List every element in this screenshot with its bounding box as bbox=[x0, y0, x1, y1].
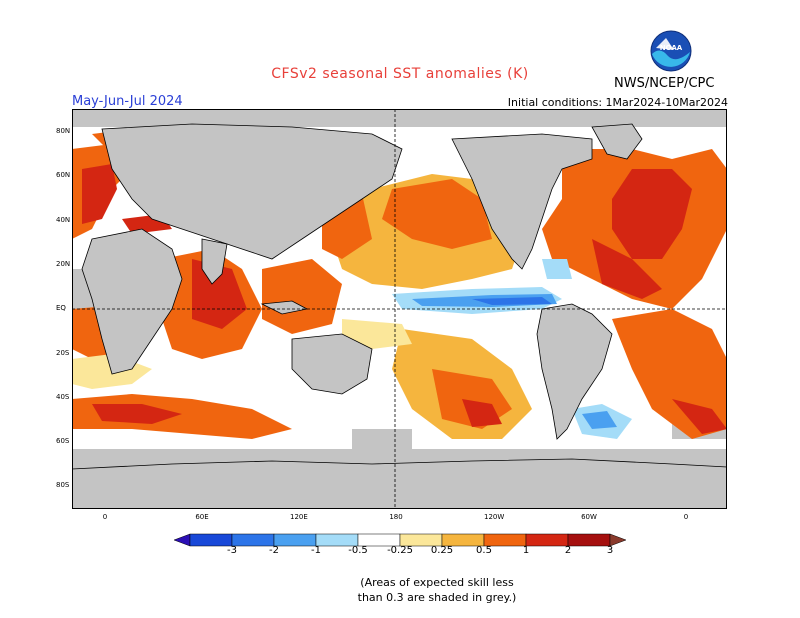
lat-label: 60N bbox=[56, 171, 71, 180]
lon-label: 180 bbox=[389, 513, 403, 521]
legend-arrow-low bbox=[174, 533, 191, 547]
map-frame bbox=[72, 109, 727, 509]
lon-label: 0 bbox=[102, 513, 108, 521]
warm-anomaly-patches bbox=[72, 129, 727, 439]
lon-label: 0 bbox=[683, 513, 689, 521]
lat-label: 80S bbox=[56, 481, 70, 490]
sst-anomaly-map bbox=[72, 109, 727, 509]
lat-label: 40N bbox=[56, 215, 71, 224]
lat-label: 60S bbox=[56, 437, 70, 446]
legend-tick-label: 3 bbox=[606, 545, 614, 556]
land-masses bbox=[72, 123, 727, 509]
lon-label: 120E bbox=[290, 513, 308, 521]
noaa-logo-icon: NOAA bbox=[650, 30, 692, 72]
color-legend bbox=[174, 533, 626, 547]
legend-tick-label: -1 bbox=[311, 545, 321, 556]
skill-note-line2: than 0.3 are shaded in grey.) bbox=[357, 591, 517, 604]
legend-tick-label: -0.25 bbox=[387, 545, 413, 556]
cool-anomaly-patches bbox=[392, 259, 632, 439]
legend-tick-label: -0.5 bbox=[348, 545, 368, 556]
logo-text: NOAA bbox=[660, 44, 683, 52]
legend-arrow-high bbox=[609, 533, 626, 547]
lat-label: 20N bbox=[56, 259, 71, 268]
legend-tick-label: 1 bbox=[522, 545, 530, 556]
lon-label: 60E bbox=[195, 513, 209, 521]
legend-tick-label: -3 bbox=[227, 545, 237, 556]
lat-label: EQ bbox=[56, 304, 66, 313]
lat-label: 40S bbox=[56, 392, 70, 401]
initial-conditions-label: Initial conditions: 1Mar2024-10Mar2024 bbox=[507, 96, 728, 109]
legend-tick-label: 0.25 bbox=[430, 545, 454, 556]
skill-note-line1: (Areas of expected skill less bbox=[360, 576, 514, 589]
lon-label: 120W bbox=[484, 513, 505, 521]
lon-label: 60W bbox=[581, 513, 597, 521]
legend-tick-label: -2 bbox=[269, 545, 279, 556]
season-label: May-Jun-Jul 2024 bbox=[72, 94, 183, 109]
lat-label: 20S bbox=[56, 348, 70, 357]
map-title: CFSv2 seasonal SST anomalies (K) bbox=[271, 66, 529, 82]
legend-tick-label: 2 bbox=[564, 545, 572, 556]
agency-label: NWS/NCEP/CPC bbox=[614, 76, 715, 91]
legend-tick-label: 0.5 bbox=[476, 545, 492, 556]
lat-label: 80N bbox=[56, 127, 71, 135]
